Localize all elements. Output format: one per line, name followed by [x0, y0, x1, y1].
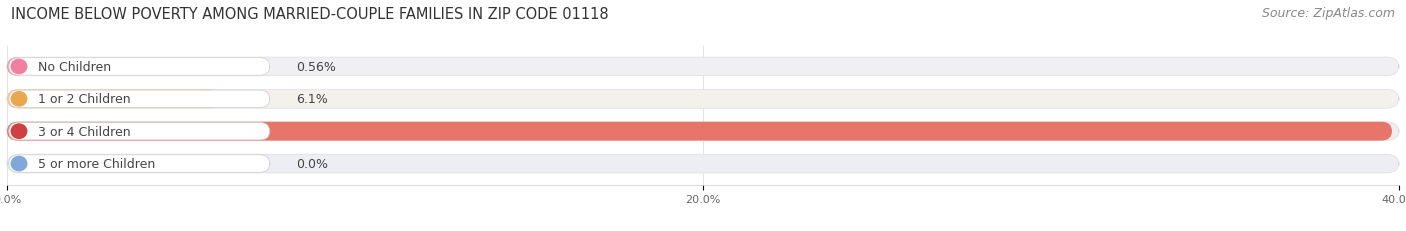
FancyBboxPatch shape	[8, 155, 270, 173]
Text: 0.0%: 0.0%	[295, 157, 328, 170]
FancyBboxPatch shape	[7, 122, 1392, 141]
FancyBboxPatch shape	[7, 90, 1399, 109]
Text: 6.1%: 6.1%	[295, 93, 328, 106]
FancyBboxPatch shape	[8, 58, 270, 76]
FancyBboxPatch shape	[7, 155, 1399, 173]
Text: 0.56%: 0.56%	[295, 61, 336, 74]
Text: No Children: No Children	[38, 61, 111, 74]
FancyBboxPatch shape	[7, 58, 27, 76]
Text: Source: ZipAtlas.com: Source: ZipAtlas.com	[1261, 7, 1395, 20]
Text: 1 or 2 Children: 1 or 2 Children	[38, 93, 131, 106]
Circle shape	[10, 59, 28, 75]
Circle shape	[10, 91, 28, 107]
Text: INCOME BELOW POVERTY AMONG MARRIED-COUPLE FAMILIES IN ZIP CODE 01118: INCOME BELOW POVERTY AMONG MARRIED-COUPL…	[11, 7, 609, 22]
Circle shape	[10, 156, 28, 172]
Text: 3 or 4 Children: 3 or 4 Children	[38, 125, 131, 138]
FancyBboxPatch shape	[8, 91, 270, 108]
FancyBboxPatch shape	[7, 58, 1399, 76]
FancyBboxPatch shape	[7, 90, 219, 109]
FancyBboxPatch shape	[7, 122, 1399, 141]
Text: 5 or more Children: 5 or more Children	[38, 157, 155, 170]
FancyBboxPatch shape	[8, 123, 270, 140]
Circle shape	[10, 124, 28, 140]
